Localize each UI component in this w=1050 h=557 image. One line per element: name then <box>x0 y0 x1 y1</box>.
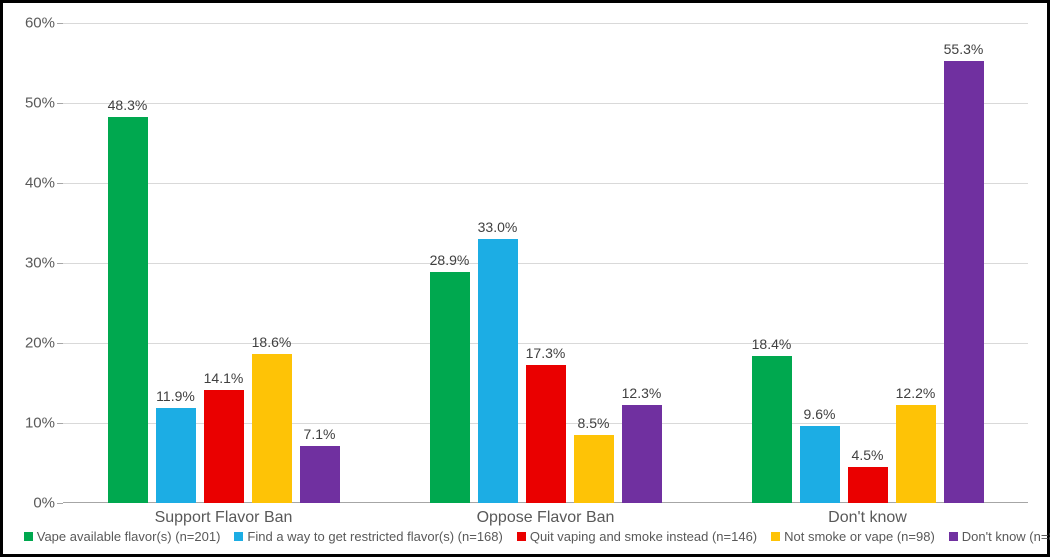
y-tick-mark <box>57 103 63 104</box>
bar: 4.5% <box>848 467 888 503</box>
bar-value-label: 8.5% <box>578 415 610 435</box>
bar-value-label: 17.3% <box>526 345 566 365</box>
legend-label: Quit vaping and smoke instead (n=146) <box>530 529 757 544</box>
gridline <box>63 103 1028 104</box>
legend-swatch <box>517 532 526 541</box>
category-label: Support Flavor Ban <box>155 503 293 527</box>
bar: 17.3% <box>526 365 566 503</box>
legend-label: Find a way to get restricted flavor(s) (… <box>247 529 502 544</box>
legend-item: Quit vaping and smoke instead (n=146) <box>517 529 757 544</box>
y-tick-mark <box>57 503 63 504</box>
bar: 28.9% <box>430 272 470 503</box>
bar-value-label: 33.0% <box>478 219 518 239</box>
gridline <box>63 183 1028 184</box>
gridline <box>63 263 1028 264</box>
y-tick-mark <box>57 263 63 264</box>
y-tick-mark <box>57 183 63 184</box>
legend-swatch <box>234 532 243 541</box>
legend-label: Vape available flavor(s) (n=201) <box>37 529 221 544</box>
bar-value-label: 12.3% <box>622 385 662 405</box>
legend-label: Don't know (n=86) <box>962 529 1050 544</box>
bar-value-label: 28.9% <box>430 252 470 272</box>
legend-label: Not smoke or vape (n=98) <box>784 529 935 544</box>
y-tick-mark <box>57 343 63 344</box>
legend-swatch <box>771 532 780 541</box>
bar: 12.2% <box>896 405 936 503</box>
legend-swatch <box>24 532 33 541</box>
bar: 55.3% <box>944 61 984 503</box>
y-tick-mark <box>57 23 63 24</box>
bar: 18.6% <box>252 354 292 503</box>
bar: 11.9% <box>156 408 196 503</box>
y-tick-mark <box>57 423 63 424</box>
bar-value-label: 9.6% <box>804 406 836 426</box>
legend: Vape available flavor(s) (n=201)Find a w… <box>63 529 1028 544</box>
bar-value-label: 18.4% <box>752 336 792 356</box>
bar-value-label: 12.2% <box>896 385 936 405</box>
bar-value-label: 48.3% <box>108 97 148 117</box>
bar: 48.3% <box>108 117 148 503</box>
legend-swatch <box>949 532 958 541</box>
legend-item: Vape available flavor(s) (n=201) <box>24 529 221 544</box>
bar-value-label: 7.1% <box>304 426 336 446</box>
bar-value-label: 11.9% <box>156 388 195 408</box>
plot-area: 0%10%20%30%40%50%60%Support Flavor Ban48… <box>63 23 1028 503</box>
chart-frame: 0%10%20%30%40%50%60%Support Flavor Ban48… <box>0 0 1050 557</box>
bar: 14.1% <box>204 390 244 503</box>
bar: 18.4% <box>752 356 792 503</box>
bar-value-label: 55.3% <box>944 41 984 61</box>
legend-item: Find a way to get restricted flavor(s) (… <box>234 529 502 544</box>
bar-value-label: 18.6% <box>252 334 292 354</box>
bar-value-label: 14.1% <box>204 370 244 390</box>
bar: 33.0% <box>478 239 518 503</box>
category-label: Oppose Flavor Ban <box>477 503 615 527</box>
bar-value-label: 4.5% <box>852 447 884 467</box>
bar: 9.6% <box>800 426 840 503</box>
legend-item: Not smoke or vape (n=98) <box>771 529 935 544</box>
bar: 8.5% <box>574 435 614 503</box>
legend-item: Don't know (n=86) <box>949 529 1050 544</box>
bar: 7.1% <box>300 446 340 503</box>
category-label: Don't know <box>828 503 907 527</box>
gridline <box>63 23 1028 24</box>
bar: 12.3% <box>622 405 662 503</box>
